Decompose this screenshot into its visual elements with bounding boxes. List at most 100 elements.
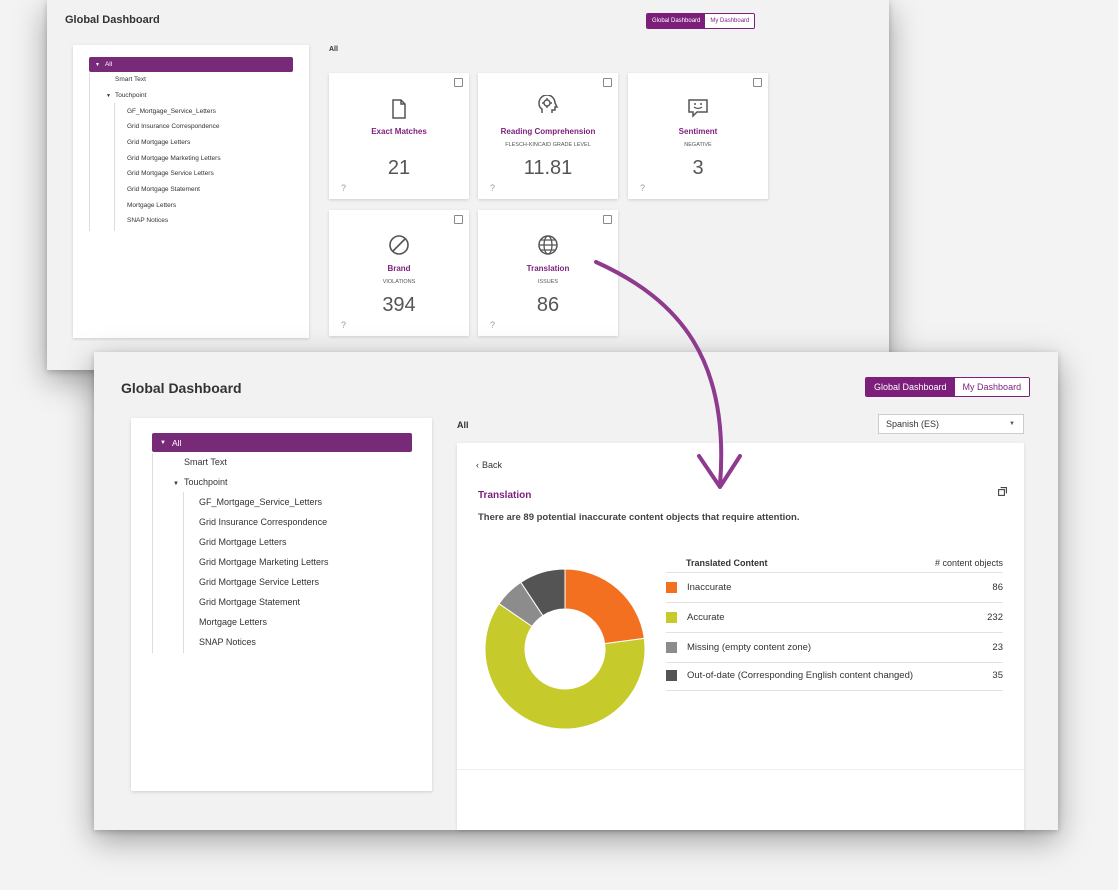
- my-dashboard-tab[interactable]: My Dashboard: [954, 378, 1030, 396]
- card-value: 11.81: [523, 157, 573, 179]
- column-header-count: # content objects: [934, 558, 1003, 568]
- chevron-left-icon: ‹: [476, 460, 479, 470]
- card-title: Sentiment: [678, 127, 718, 136]
- my-dashboard-tab[interactable]: My Dashboard: [705, 14, 755, 28]
- tree-guide: [183, 492, 184, 653]
- row-label: Inaccurate: [687, 582, 732, 593]
- table-header: Translated Content # content objects: [666, 557, 1003, 573]
- translation-detail-panel: ‹ Back Translation There are 89 potential…: [457, 443, 1024, 830]
- donut-slice-4[interactable]: [520, 568, 566, 617]
- donut-slice-1[interactable]: [564, 568, 645, 645]
- tree-item[interactable]: SNAP Notices: [127, 217, 169, 224]
- prohibited-icon: [329, 234, 469, 261]
- tree-item[interactable]: Grid Insurance Correspondence: [127, 123, 220, 130]
- caret-down-icon: ▼: [173, 481, 179, 487]
- card-value: 21: [387, 157, 411, 179]
- page-title: Global Dashboard: [121, 380, 242, 396]
- breadcrumb: All: [329, 46, 338, 53]
- global-dashboard-tab[interactable]: Global Dashboard: [866, 378, 955, 396]
- tree-item-label: All: [104, 61, 113, 68]
- card-brand[interactable]: Brand VIOLATIONS 394 ?: [329, 210, 469, 336]
- tree-item[interactable]: Grid Mortgage Letters: [199, 537, 287, 547]
- card-title: Brand: [387, 264, 411, 273]
- checkbox-icon[interactable]: [753, 78, 762, 87]
- page-title: Global Dashboard: [65, 14, 160, 26]
- tree-item[interactable]: Smart Text: [184, 457, 227, 467]
- table-row: Accurate 232: [666, 603, 1003, 633]
- row-label: Out-of-date (Corresponding English conte…: [687, 670, 914, 681]
- tree-item-label: Touchpoint: [114, 92, 147, 99]
- checkbox-icon[interactable]: [603, 215, 612, 224]
- table-row: Missing (empty content zone) 23: [666, 633, 1003, 663]
- help-icon[interactable]: ?: [341, 183, 347, 193]
- checkbox-icon[interactable]: [454, 215, 463, 224]
- divider: [457, 769, 1024, 770]
- help-icon[interactable]: ?: [341, 320, 347, 330]
- tree-guide: [152, 453, 153, 653]
- card-sentiment[interactable]: Sentiment NEGATIVE 3 ?: [628, 73, 768, 199]
- card-reading-comprehension[interactable]: Reading Comprehension FLESCH-KINCAID GRA…: [478, 73, 618, 199]
- tree-item[interactable]: Grid Mortgage Letters: [127, 139, 191, 146]
- help-icon[interactable]: ?: [490, 183, 496, 193]
- row-label: Missing (empty content zone): [687, 642, 812, 653]
- tree-item-all[interactable]: ▼ All: [89, 57, 293, 72]
- card-subtitle: FLESCH-KINCAID GRADE LEVEL: [505, 142, 591, 148]
- legend-swatch: [666, 582, 677, 593]
- card-subtitle: NEGATIVE: [684, 142, 712, 148]
- card-subtitle: VIOLATIONS: [382, 279, 416, 285]
- dashboard-toggle: Global Dashboard My Dashboard: [646, 13, 756, 29]
- tree-item[interactable]: Grid Mortgage Statement: [199, 597, 301, 607]
- caret-down-icon: ▼: [95, 61, 100, 68]
- tree-item[interactable]: Grid Mortgage Marketing Letters: [127, 155, 221, 162]
- card-value: 86: [536, 294, 560, 316]
- row-label: Accurate: [687, 612, 725, 623]
- tree-item[interactable]: Grid Mortgage Service Letters: [199, 577, 320, 587]
- tree-item[interactable]: GF_Mortgage_Service_Letters: [127, 108, 216, 115]
- language-select-value: Spanish (ES): [886, 419, 940, 429]
- caret-down-icon: ▼: [106, 93, 111, 99]
- tree-item[interactable]: Grid Mortgage Service Letters: [127, 170, 214, 177]
- tree-item[interactable]: Mortgage Letters: [127, 202, 177, 209]
- detail-message: There are 89 potential inaccurate conten…: [478, 512, 800, 523]
- legend-swatch: [666, 642, 677, 653]
- tree-item[interactable]: Grid Insurance Correspondence: [199, 517, 328, 527]
- global-dashboard-tab[interactable]: Global Dashboard: [647, 14, 706, 28]
- help-icon[interactable]: ?: [640, 183, 646, 193]
- row-value: 23: [992, 642, 1003, 653]
- detail-heading: Translation: [478, 490, 532, 501]
- tree-panel: ▼ All Smart Text ▼ Touchpoint GF_Mortgage…: [131, 418, 432, 791]
- checkbox-icon[interactable]: [454, 78, 463, 87]
- tree-item[interactable]: GF_Mortgage_Service_Letters: [199, 497, 323, 507]
- card-value: 3: [692, 157, 704, 179]
- back-link[interactable]: ‹ Back: [476, 460, 502, 470]
- tree-item-all[interactable]: ▼ All: [152, 433, 412, 452]
- tree-panel: ▼ All Smart Text ▼ Touchpoint GF_Mortgage…: [73, 45, 309, 338]
- card-title: Translation: [526, 264, 570, 273]
- row-value: 232: [987, 612, 1003, 623]
- brain-gear-icon: [478, 94, 618, 122]
- tree-item[interactable]: Grid Mortgage Marketing Letters: [199, 557, 329, 567]
- legend-swatch: [666, 670, 677, 681]
- checkbox-icon[interactable]: [603, 78, 612, 87]
- tree-item-touchpoint[interactable]: ▼ Touchpoint: [173, 477, 228, 487]
- card-title: Reading Comprehension: [500, 127, 596, 136]
- document-icon: [329, 99, 469, 124]
- tree-item[interactable]: Mortgage Letters: [199, 617, 268, 627]
- tree-guide: [89, 73, 90, 231]
- column-header-label: Translated Content: [686, 558, 768, 568]
- tree-item-label: All: [171, 437, 182, 448]
- donut-slice-2[interactable]: [484, 603, 646, 730]
- help-icon[interactable]: ?: [490, 320, 496, 330]
- tree-item[interactable]: Grid Mortgage Statement: [127, 186, 200, 193]
- table-row: Inaccurate 86: [666, 573, 1003, 603]
- tree-item[interactable]: Smart Text: [115, 76, 146, 83]
- tree-item[interactable]: SNAP Notices: [199, 637, 256, 647]
- legend-swatch: [666, 612, 677, 623]
- card-exact-matches[interactable]: Exact Matches 21 ?: [329, 73, 469, 199]
- tree-item-touchpoint[interactable]: ▼ Touchpoint: [106, 92, 146, 99]
- language-select[interactable]: Spanish (ES) ▼: [878, 414, 1024, 434]
- front-dashboard-panel: Global Dashboard Global Dashboard My Das…: [94, 352, 1058, 830]
- tree-item-label: Touchpoint: [183, 477, 228, 487]
- expand-icon[interactable]: [998, 483, 1007, 501]
- card-translation[interactable]: Translation ISSUES 86 ?: [478, 210, 618, 336]
